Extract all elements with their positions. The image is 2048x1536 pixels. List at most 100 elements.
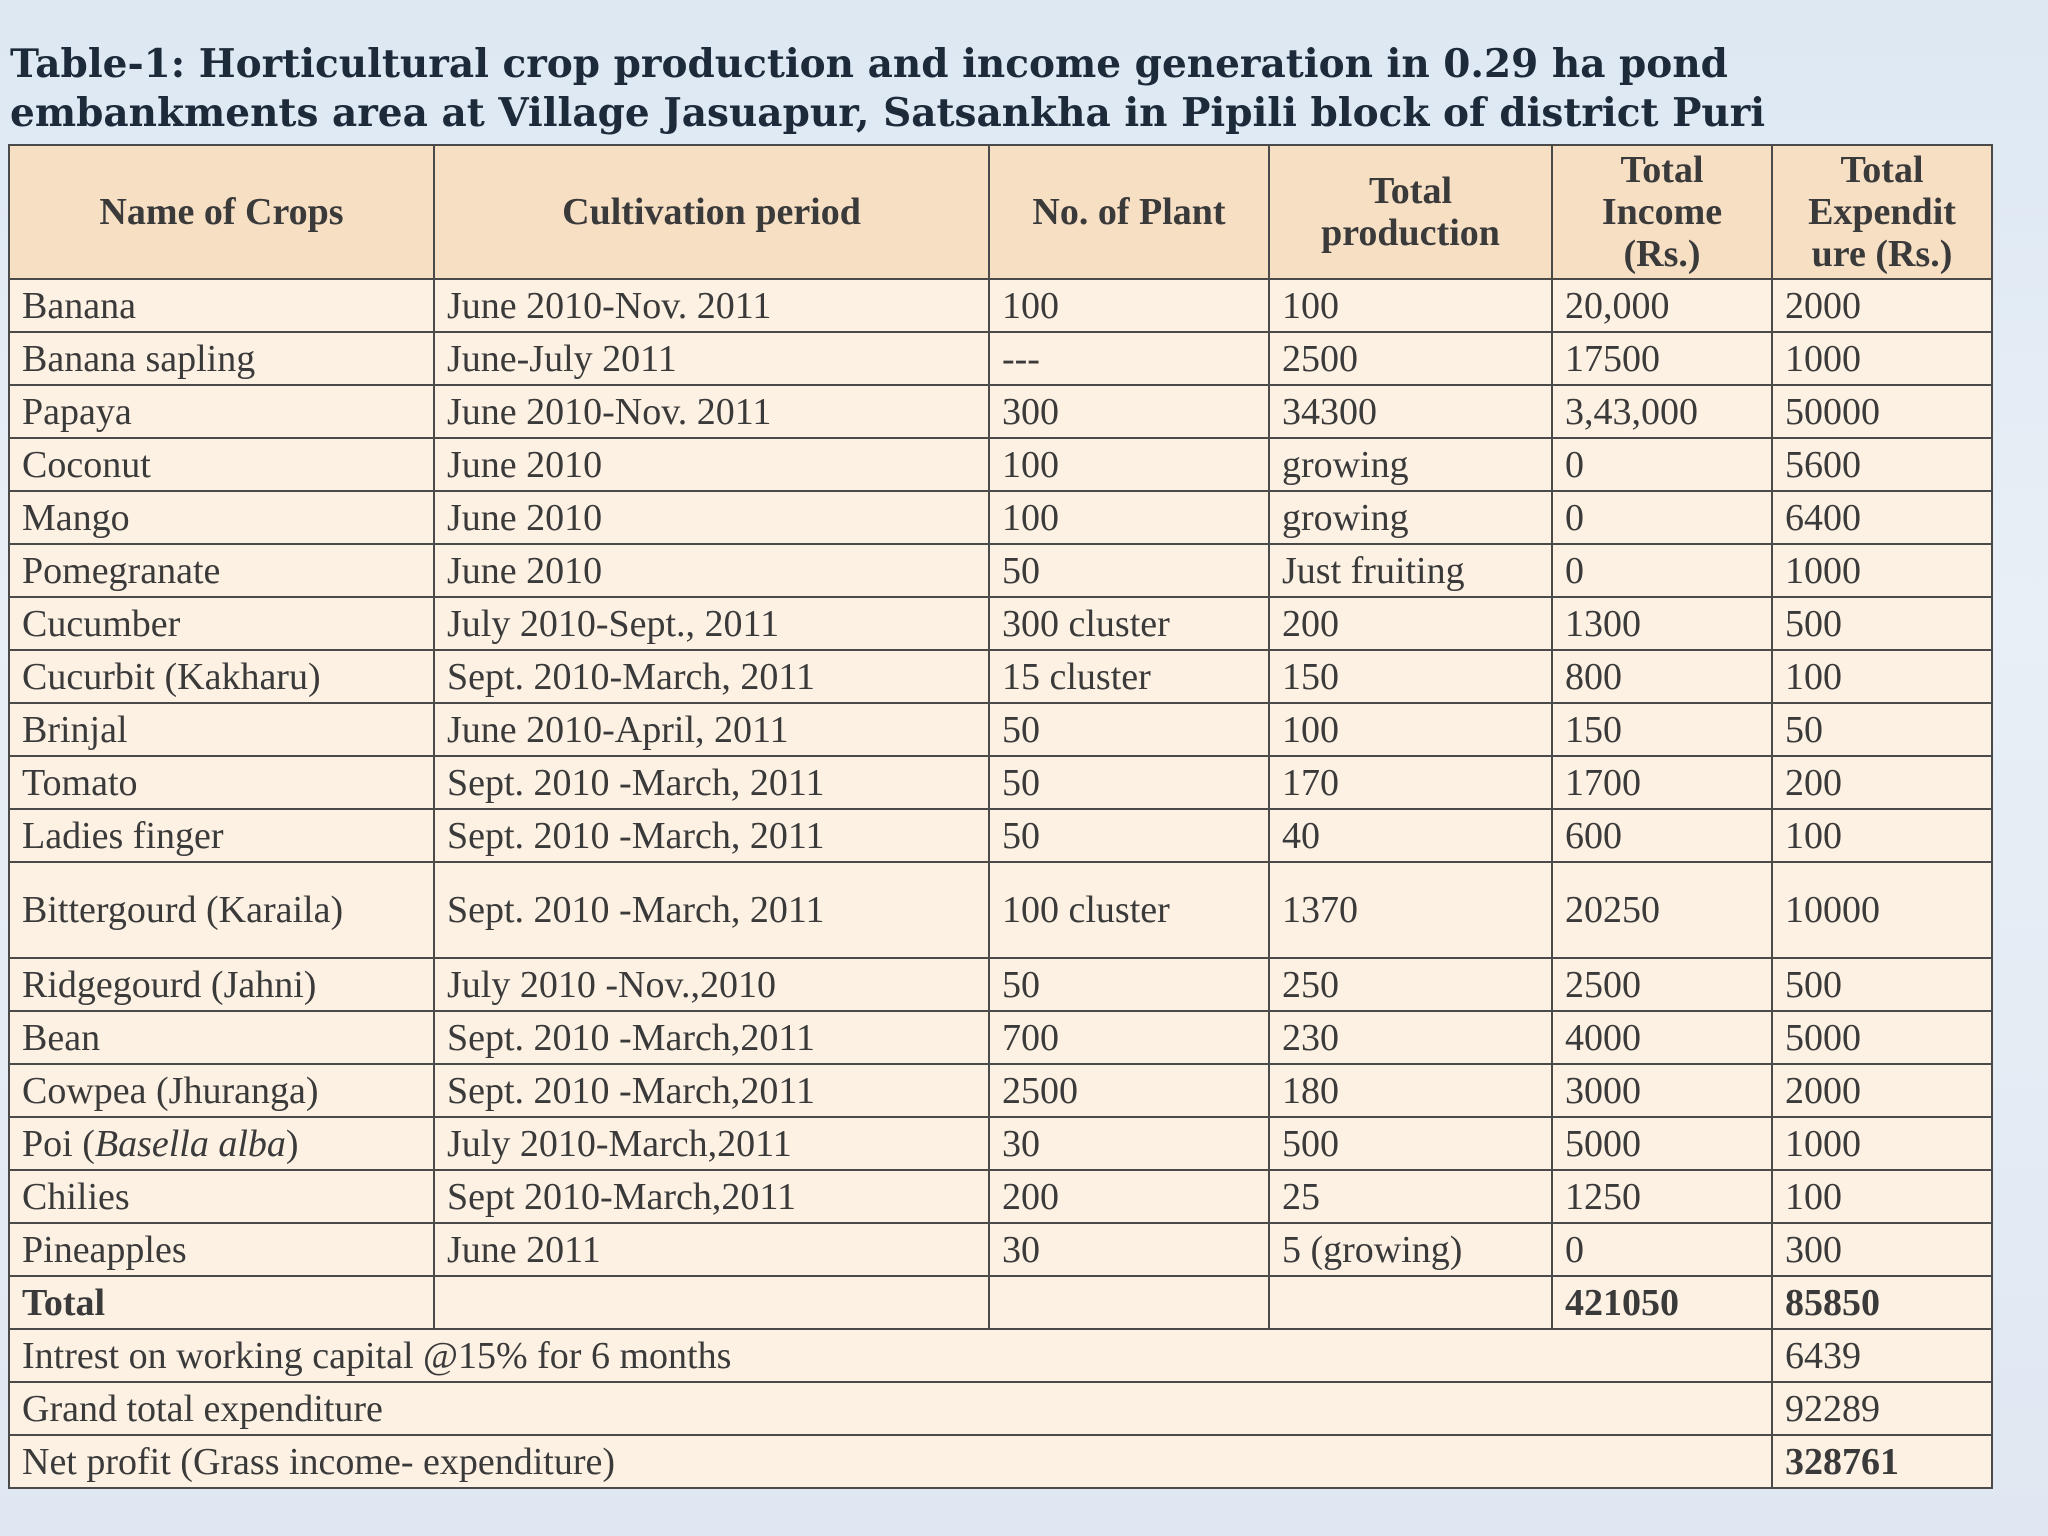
table-row: Papaya June 2010-Nov. 2011 300 34300 3,43,00… — [8, 384, 1993, 439]
cultivation-period-cell: Sept 2010-March,2011 — [433, 1169, 990, 1224]
crop-name-cell: Mango — [8, 490, 435, 545]
income-cell: 0 — [1551, 1222, 1773, 1277]
income-cell: 4000 — [1551, 1010, 1773, 1065]
crop-name-cell: Banana — [8, 278, 435, 333]
table-row: Cucurbit (Kakharu) Sept. 2010-March, 2011… — [8, 649, 1993, 704]
production-cell: 2500 — [1268, 331, 1553, 386]
crop-name-cell: Brinjal — [8, 702, 435, 757]
crop-name-cell: Coconut — [8, 437, 435, 492]
expenditure-cell: 2000 — [1771, 1063, 1993, 1118]
income-cell: 1700 — [1551, 755, 1773, 810]
total-income: 421050 — [1551, 1275, 1773, 1330]
table-row: Pineapples June 2011 30 5 (growing) 0 300 — [8, 1222, 1993, 1277]
table-row: Ladies finger Sept. 2010 -March, 2011 50 40… — [8, 808, 1993, 863]
cultivation-period-cell: July 2010-March,2011 — [433, 1116, 990, 1171]
expenditure-cell: 1000 — [1771, 1116, 1993, 1171]
production-cell: 150 — [1268, 649, 1553, 704]
income-cell: 800 — [1551, 649, 1773, 704]
plant-count-cell: 50 — [988, 808, 1270, 863]
plant-count-cell: 2500 — [988, 1063, 1270, 1118]
plant-count-cell: 50 — [988, 957, 1270, 1012]
plant-count-cell: 50 — [988, 702, 1270, 757]
production-cell: growing — [1268, 490, 1553, 545]
table-row: Ridgegourd (Jahni) July 2010 -Nov.,2010 50… — [8, 957, 1993, 1012]
plant-count-cell: 15 cluster — [988, 649, 1270, 704]
table-row: Pomegranate June 2010 50 Just fruiting 0 1000 — [8, 543, 1993, 598]
income-cell: 1300 — [1551, 596, 1773, 651]
production-cell: 40 — [1268, 808, 1553, 863]
crop-name-cell: Tomato — [8, 755, 435, 810]
income-cell: 2500 — [1551, 957, 1773, 1012]
crop-production-table: Name of Crops Cultivation period No. of … — [8, 144, 1993, 1489]
production-cell: growing — [1268, 437, 1553, 492]
interest-label: Intrest on working capital @15% for 6 mo… — [8, 1328, 1773, 1383]
cultivation-period-cell: June-July 2011 — [433, 331, 990, 386]
total-empty-cell — [433, 1275, 990, 1330]
income-cell: 5000 — [1551, 1116, 1773, 1171]
expenditure-cell: 1000 — [1771, 331, 1993, 386]
expenditure-cell: 500 — [1771, 957, 1993, 1012]
crop-name-cell: Poi (Basella alba) — [8, 1116, 435, 1171]
table-row: Brinjal June 2010-April, 2011 50 100 150 50 — [8, 702, 1993, 757]
crop-rows: Banana June 2010-Nov. 2011 100 100 20,000 200… — [8, 278, 1993, 1277]
income-cell: 600 — [1551, 808, 1773, 863]
cultivation-period-cell: July 2010-Sept., 2011 — [433, 596, 990, 651]
plant-count-cell: --- — [988, 331, 1270, 386]
cultivation-period-cell: June 2010-Nov. 2011 — [433, 384, 990, 439]
plant-count-cell: 50 — [988, 543, 1270, 598]
plant-count-cell: 200 — [988, 1169, 1270, 1224]
plant-count-cell: 30 — [988, 1116, 1270, 1171]
production-cell: 5 (growing) — [1268, 1222, 1553, 1277]
income-cell: 3000 — [1551, 1063, 1773, 1118]
income-cell: 3,43,000 — [1551, 384, 1773, 439]
crop-name-cell: Pomegranate — [8, 543, 435, 598]
crop-name-cell: Chilies — [8, 1169, 435, 1224]
cultivation-period-cell: June 2011 — [433, 1222, 990, 1277]
crop-name-cell: Ladies finger — [8, 808, 435, 863]
interest-row: Intrest on working capital @15% for 6 mo… — [8, 1328, 1993, 1383]
plant-count-cell: 30 — [988, 1222, 1270, 1277]
cultivation-period-cell: July 2010 -Nov.,2010 — [433, 957, 990, 1012]
col-header-total-income: Total Income (Rs.) — [1551, 144, 1773, 280]
grand-total-value: 92289 — [1771, 1381, 1993, 1436]
net-profit-label: Net profit (Grass income- expenditure) — [8, 1434, 1773, 1489]
production-cell: 230 — [1268, 1010, 1553, 1065]
crop-name-cell: Papaya — [8, 384, 435, 439]
income-cell: 0 — [1551, 543, 1773, 598]
total-expenditure: 85850 — [1771, 1275, 1993, 1330]
production-cell: 200 — [1268, 596, 1553, 651]
col-header-total-production: Total production — [1268, 144, 1553, 280]
expenditure-cell: 100 — [1771, 649, 1993, 704]
expenditure-cell: 300 — [1771, 1222, 1993, 1277]
plant-count-cell: 100 — [988, 490, 1270, 545]
crop-name-cell: Pineapples — [8, 1222, 435, 1277]
col-header-cultivation-period: Cultivation period — [433, 144, 990, 280]
cultivation-period-cell: Sept. 2010 -March,2011 — [433, 1063, 990, 1118]
income-cell: 1250 — [1551, 1169, 1773, 1224]
plant-count-cell: 100 — [988, 437, 1270, 492]
cultivation-period-cell: Sept. 2010-March, 2011 — [433, 649, 990, 704]
production-cell: 100 — [1268, 702, 1553, 757]
table-row: Coconut June 2010 100 growing 0 5600 — [8, 437, 1993, 492]
expenditure-cell: 100 — [1771, 808, 1993, 863]
table-row: Cucumber July 2010-Sept., 2011 300 cluster… — [8, 596, 1993, 651]
production-cell: 25 — [1268, 1169, 1553, 1224]
botanical-name: Basella alba — [94, 1122, 286, 1165]
table-row: Cowpea (Jhuranga) Sept. 2010 -March,2011 2… — [8, 1063, 1993, 1118]
table-row: Poi (Basella alba) July 2010-March,2011 30… — [8, 1116, 1993, 1171]
header-row: Name of Crops Cultivation period No. of … — [8, 144, 1993, 280]
total-empty-cell — [1268, 1275, 1553, 1330]
crop-name-cell: Cucumber — [8, 596, 435, 651]
table-row: Banana sapling June-July 2011 --- 2500 17500… — [8, 331, 1993, 386]
crop-name-cell: Bittergourd (Karaila) — [8, 861, 435, 959]
cultivation-period-cell: Sept. 2010 -March,2011 — [433, 1010, 990, 1065]
table-caption: Table-1: Horticultural crop production a… — [10, 41, 1766, 136]
interest-value: 6439 — [1771, 1328, 1993, 1383]
table-row: Banana June 2010-Nov. 2011 100 100 20,000 200… — [8, 278, 1993, 333]
crop-name-cell: Banana sapling — [8, 331, 435, 386]
cultivation-period-cell: Sept. 2010 -March, 2011 — [433, 755, 990, 810]
income-cell: 20,000 — [1551, 278, 1773, 333]
expenditure-cell: 5600 — [1771, 437, 1993, 492]
production-cell: 500 — [1268, 1116, 1553, 1171]
totals-section: Total 421050 85850 Intrest on working ca… — [8, 1275, 1993, 1489]
